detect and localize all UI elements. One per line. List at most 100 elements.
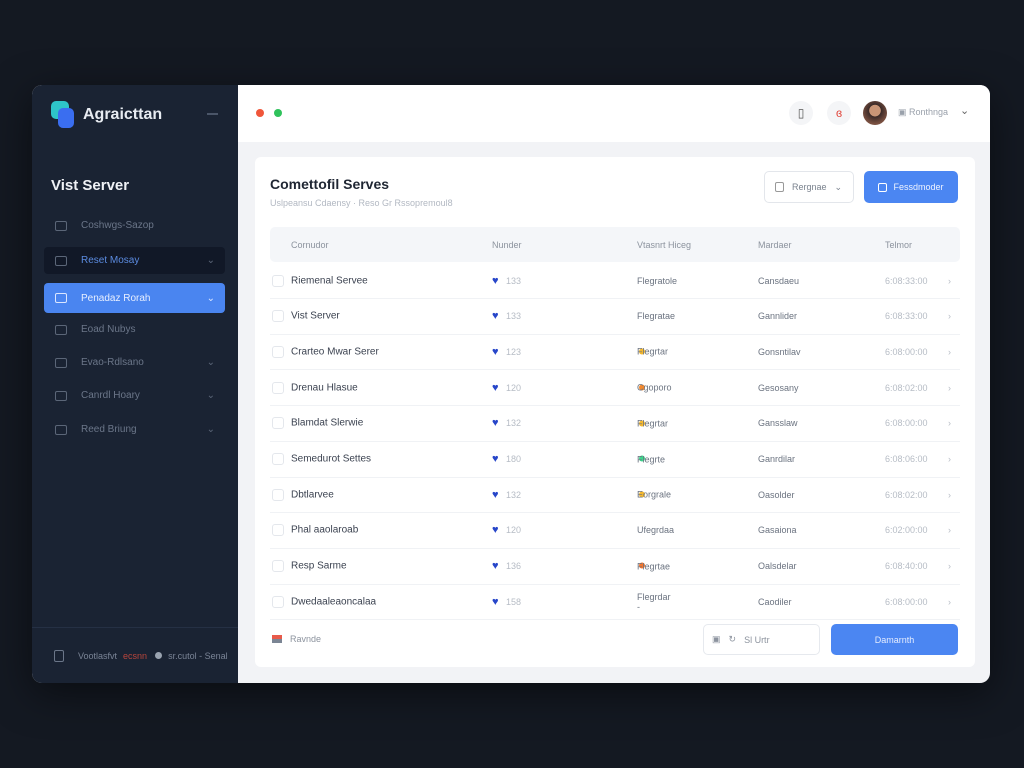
chevron-right-icon[interactable]: › [948, 489, 951, 500]
chevron-right-icon[interactable]: › [948, 525, 951, 536]
document-icon [54, 649, 64, 662]
sidebar-item[interactable]: Reset Mosay ⌄ [44, 247, 225, 274]
sidebar-item[interactable]: Penadaz Rorah ⌄ [44, 283, 225, 313]
server-number: 132 [506, 489, 522, 500]
primary-action-button[interactable]: Fessdmoder [864, 171, 958, 203]
row-checkbox[interactable] [272, 310, 284, 323]
owner: Caodiler [758, 596, 792, 607]
sidebar-item-label: Reset Mosay [81, 255, 140, 266]
table-row[interactable]: Crarteo Mwar Serer ♥ 123 Flegrtar Gonsnt… [270, 334, 960, 371]
chevron-right-icon[interactable]: › [948, 275, 951, 286]
notification-icon[interactable]: ɞ [827, 101, 851, 125]
status-dot [639, 348, 645, 355]
owner: Gonsntilav [758, 346, 801, 357]
server-number: 136 [506, 561, 522, 572]
table-row[interactable]: Blamdat Slerwie ♥ 132 Flegrtar Gansslaw … [270, 406, 960, 442]
sidebar-item[interactable]: Reed Briung ⌄ [44, 416, 225, 443]
flag-icon: ♥ [492, 417, 499, 430]
status-dot [639, 455, 645, 462]
table-row[interactable]: Riemenal Servee ♥ 133 Flegratole Cansdae… [270, 263, 960, 299]
table-row[interactable]: Drenau Hlasue ♥ 120 Cgoporo Gesosany 6:0… [270, 370, 960, 407]
sidebar-item[interactable]: Eoad Nubys [44, 316, 225, 343]
column-header[interactable]: Cornudor [291, 239, 329, 250]
chevron-down-icon: ⌄ [206, 357, 215, 368]
time: 6:08:40:00 [885, 561, 928, 572]
chevron-right-icon[interactable]: › [948, 346, 951, 357]
row-checkbox[interactable] [272, 595, 284, 608]
type-label: Flegrtae [637, 561, 671, 572]
window-close-dot[interactable] [256, 109, 264, 117]
chevron-right-icon[interactable]: › [948, 418, 951, 429]
avatar[interactable] [863, 101, 887, 125]
row-checkbox[interactable] [272, 381, 284, 394]
table-row[interactable]: Phal aaolaroab ♥ 120 Ufegrdaa Gasaiona 6… [270, 513, 960, 549]
sidebar-item[interactable]: Evao-Rdlsano ⌄ [44, 349, 225, 376]
filter-dropdown[interactable]: Rergnae ⌄ [764, 171, 854, 203]
flag-icon: ♥ [492, 488, 499, 501]
row-checkbox[interactable] [272, 524, 284, 537]
app-window: Agraicttan Vist Server Coshwgs-Sazop Rese… [32, 85, 990, 683]
row-checkbox[interactable] [272, 453, 284, 465]
server-name: Phal aaolaroab [291, 524, 359, 536]
server-name: Blamdat Slerwie [291, 417, 364, 429]
type-label: Eorgrale [637, 489, 672, 500]
sidebar-item-label: Penadaz Rorah [81, 292, 151, 304]
sidebar-item[interactable]: Canrdl Hoary ⌄ [44, 382, 225, 409]
status-dot [639, 562, 645, 569]
column-header[interactable]: Nunder [492, 239, 522, 250]
owner: Gasaiona [758, 525, 797, 536]
calendar-icon: ▣ [712, 634, 721, 644]
primary-label: Fessdmoder [893, 182, 944, 192]
table-row[interactable]: Dwedaaleaoncalaa ♥ 158 Flegrdar - Caodil… [270, 584, 960, 621]
table-row[interactable]: Resp Sarme ♥ 136 Flegrtae Oalsdelar 6:08… [270, 549, 960, 585]
submit-button[interactable]: Damarnth [831, 624, 958, 655]
server-name: Crarteo Mwar Serer [291, 346, 379, 358]
user-menu[interactable]: ▣ Ronthnga [898, 107, 949, 117]
column-header[interactable]: Mardaer [758, 239, 792, 250]
brand-name: Agraicttan [83, 105, 163, 123]
logo-icon [51, 101, 75, 128]
owner: Gesosany [758, 382, 799, 393]
table-row[interactable]: Semedurot Settes ♥ 180 Flegrte Ganrdilar… [270, 442, 960, 478]
user-icon [55, 324, 67, 335]
time: 6:08:02:00 [885, 489, 928, 500]
table-row[interactable]: Vist Server ♥ 133 Flegratae Gannlider 6:… [270, 299, 960, 335]
sidebar: Agraicttan Vist Server Coshwgs-Sazop Rese… [32, 85, 238, 683]
type-cell: Cgoporo [637, 382, 672, 393]
server-number: 120 [506, 382, 522, 393]
server-number: 123 [506, 346, 522, 357]
section-title: Vist Server [51, 177, 130, 194]
sidebar-item-label: Eoad Nubys [81, 324, 136, 335]
row-checkbox[interactable] [272, 417, 284, 430]
server-name: Dbtlarvee [291, 489, 334, 501]
row-checkbox[interactable] [272, 560, 284, 573]
column-header[interactable]: Vtasnrt Hiceg [637, 239, 692, 250]
sidebar-item-label: Evao-Rdlsano [81, 357, 144, 368]
bookmark-icon[interactable]: ▯ [789, 101, 813, 125]
collapse-sidebar-button[interactable] [207, 113, 218, 115]
chevron-down-icon[interactable]: ⌄ [960, 105, 970, 117]
type-label: Flegrtar [637, 418, 669, 429]
chevron-right-icon[interactable]: › [948, 382, 951, 393]
row-checkbox[interactable] [272, 345, 284, 358]
column-header[interactable]: Telmor [885, 239, 913, 250]
chevron-right-icon[interactable]: › [948, 454, 951, 464]
pagination-input[interactable]: ▣ ↻ Sl Urtr [703, 624, 820, 655]
table-row[interactable]: Dbtlarvee ♥ 132 Eorgrale Oasolder 6:08:0… [270, 477, 960, 514]
time: 6:08:00:00 [885, 596, 928, 607]
chevron-right-icon[interactable]: › [948, 596, 951, 607]
server-number: 158 [506, 596, 522, 607]
chevron-down-icon: ⌄ [206, 390, 215, 401]
type-label: Ufegrdaa [637, 525, 675, 536]
chevron-right-icon[interactable]: › [948, 311, 951, 322]
chevron-right-icon[interactable]: › [948, 561, 951, 572]
server-name: Semedurot Settes [291, 453, 372, 465]
server-number: 120 [506, 525, 522, 536]
flag-icon: ♥ [492, 310, 499, 323]
row-checkbox[interactable] [272, 488, 284, 501]
sidebar-item[interactable]: Coshwgs-Sazop [44, 212, 225, 239]
owner: Oalsdelar [758, 561, 797, 572]
window-maximize-dot[interactable] [274, 109, 282, 117]
status-dot [155, 652, 163, 659]
row-checkbox[interactable] [272, 274, 284, 287]
